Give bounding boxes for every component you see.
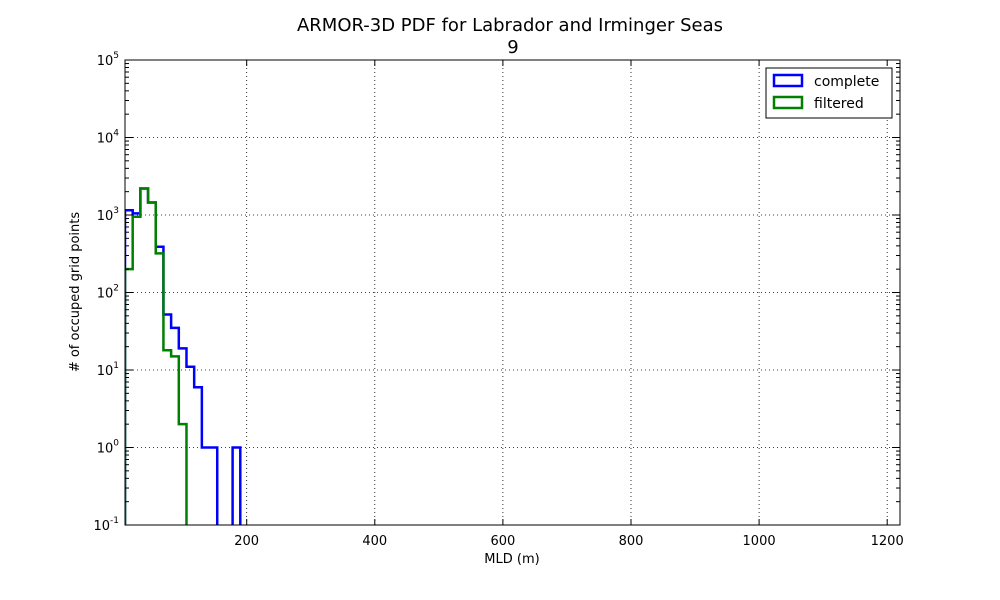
x-axis-label: MLD (m) (484, 552, 539, 567)
x-tick-label: 1000 (743, 534, 776, 549)
chart-title: ARMOR-3D PDF for Labrador and Irminger S… (297, 15, 723, 36)
y-tick-label: 105 (97, 51, 119, 69)
grid (125, 60, 900, 525)
x-tick-labels: 200 400 600 800 1000 1200 (234, 534, 903, 549)
legend-box (765, 67, 893, 119)
legend: complete filtered (765, 67, 893, 119)
legend-label-filtered: filtered (814, 96, 864, 112)
legend-label-complete: complete (814, 74, 879, 90)
x-tick-label: 600 (490, 534, 515, 549)
y-tick-label: 10-1 (93, 516, 119, 534)
y-axis-label: # of occuped grid points (68, 212, 83, 373)
chart-subtitle: 9 (507, 37, 518, 58)
legend-swatch-filtered (772, 95, 804, 110)
ticks (125, 59, 900, 526)
y-tick-label: 104 (97, 129, 120, 147)
series-complete (125, 187, 242, 525)
y-tick-label: 100 (97, 439, 120, 457)
x-tick-label: 1200 (871, 534, 904, 549)
series-layer (125, 187, 242, 525)
y-tick-label: 101 (97, 361, 119, 379)
y-tick-labels: 10-1 100 101 102 103 104 105 (93, 51, 119, 534)
x-tick-label: 200 (234, 534, 259, 549)
legend-swatch-complete (772, 73, 804, 88)
x-tick-label: 400 (362, 534, 387, 549)
series-filtered (125, 187, 188, 525)
y-tick-label: 103 (97, 206, 119, 224)
y-tick-label: 102 (97, 284, 119, 302)
x-tick-label: 800 (619, 534, 644, 549)
